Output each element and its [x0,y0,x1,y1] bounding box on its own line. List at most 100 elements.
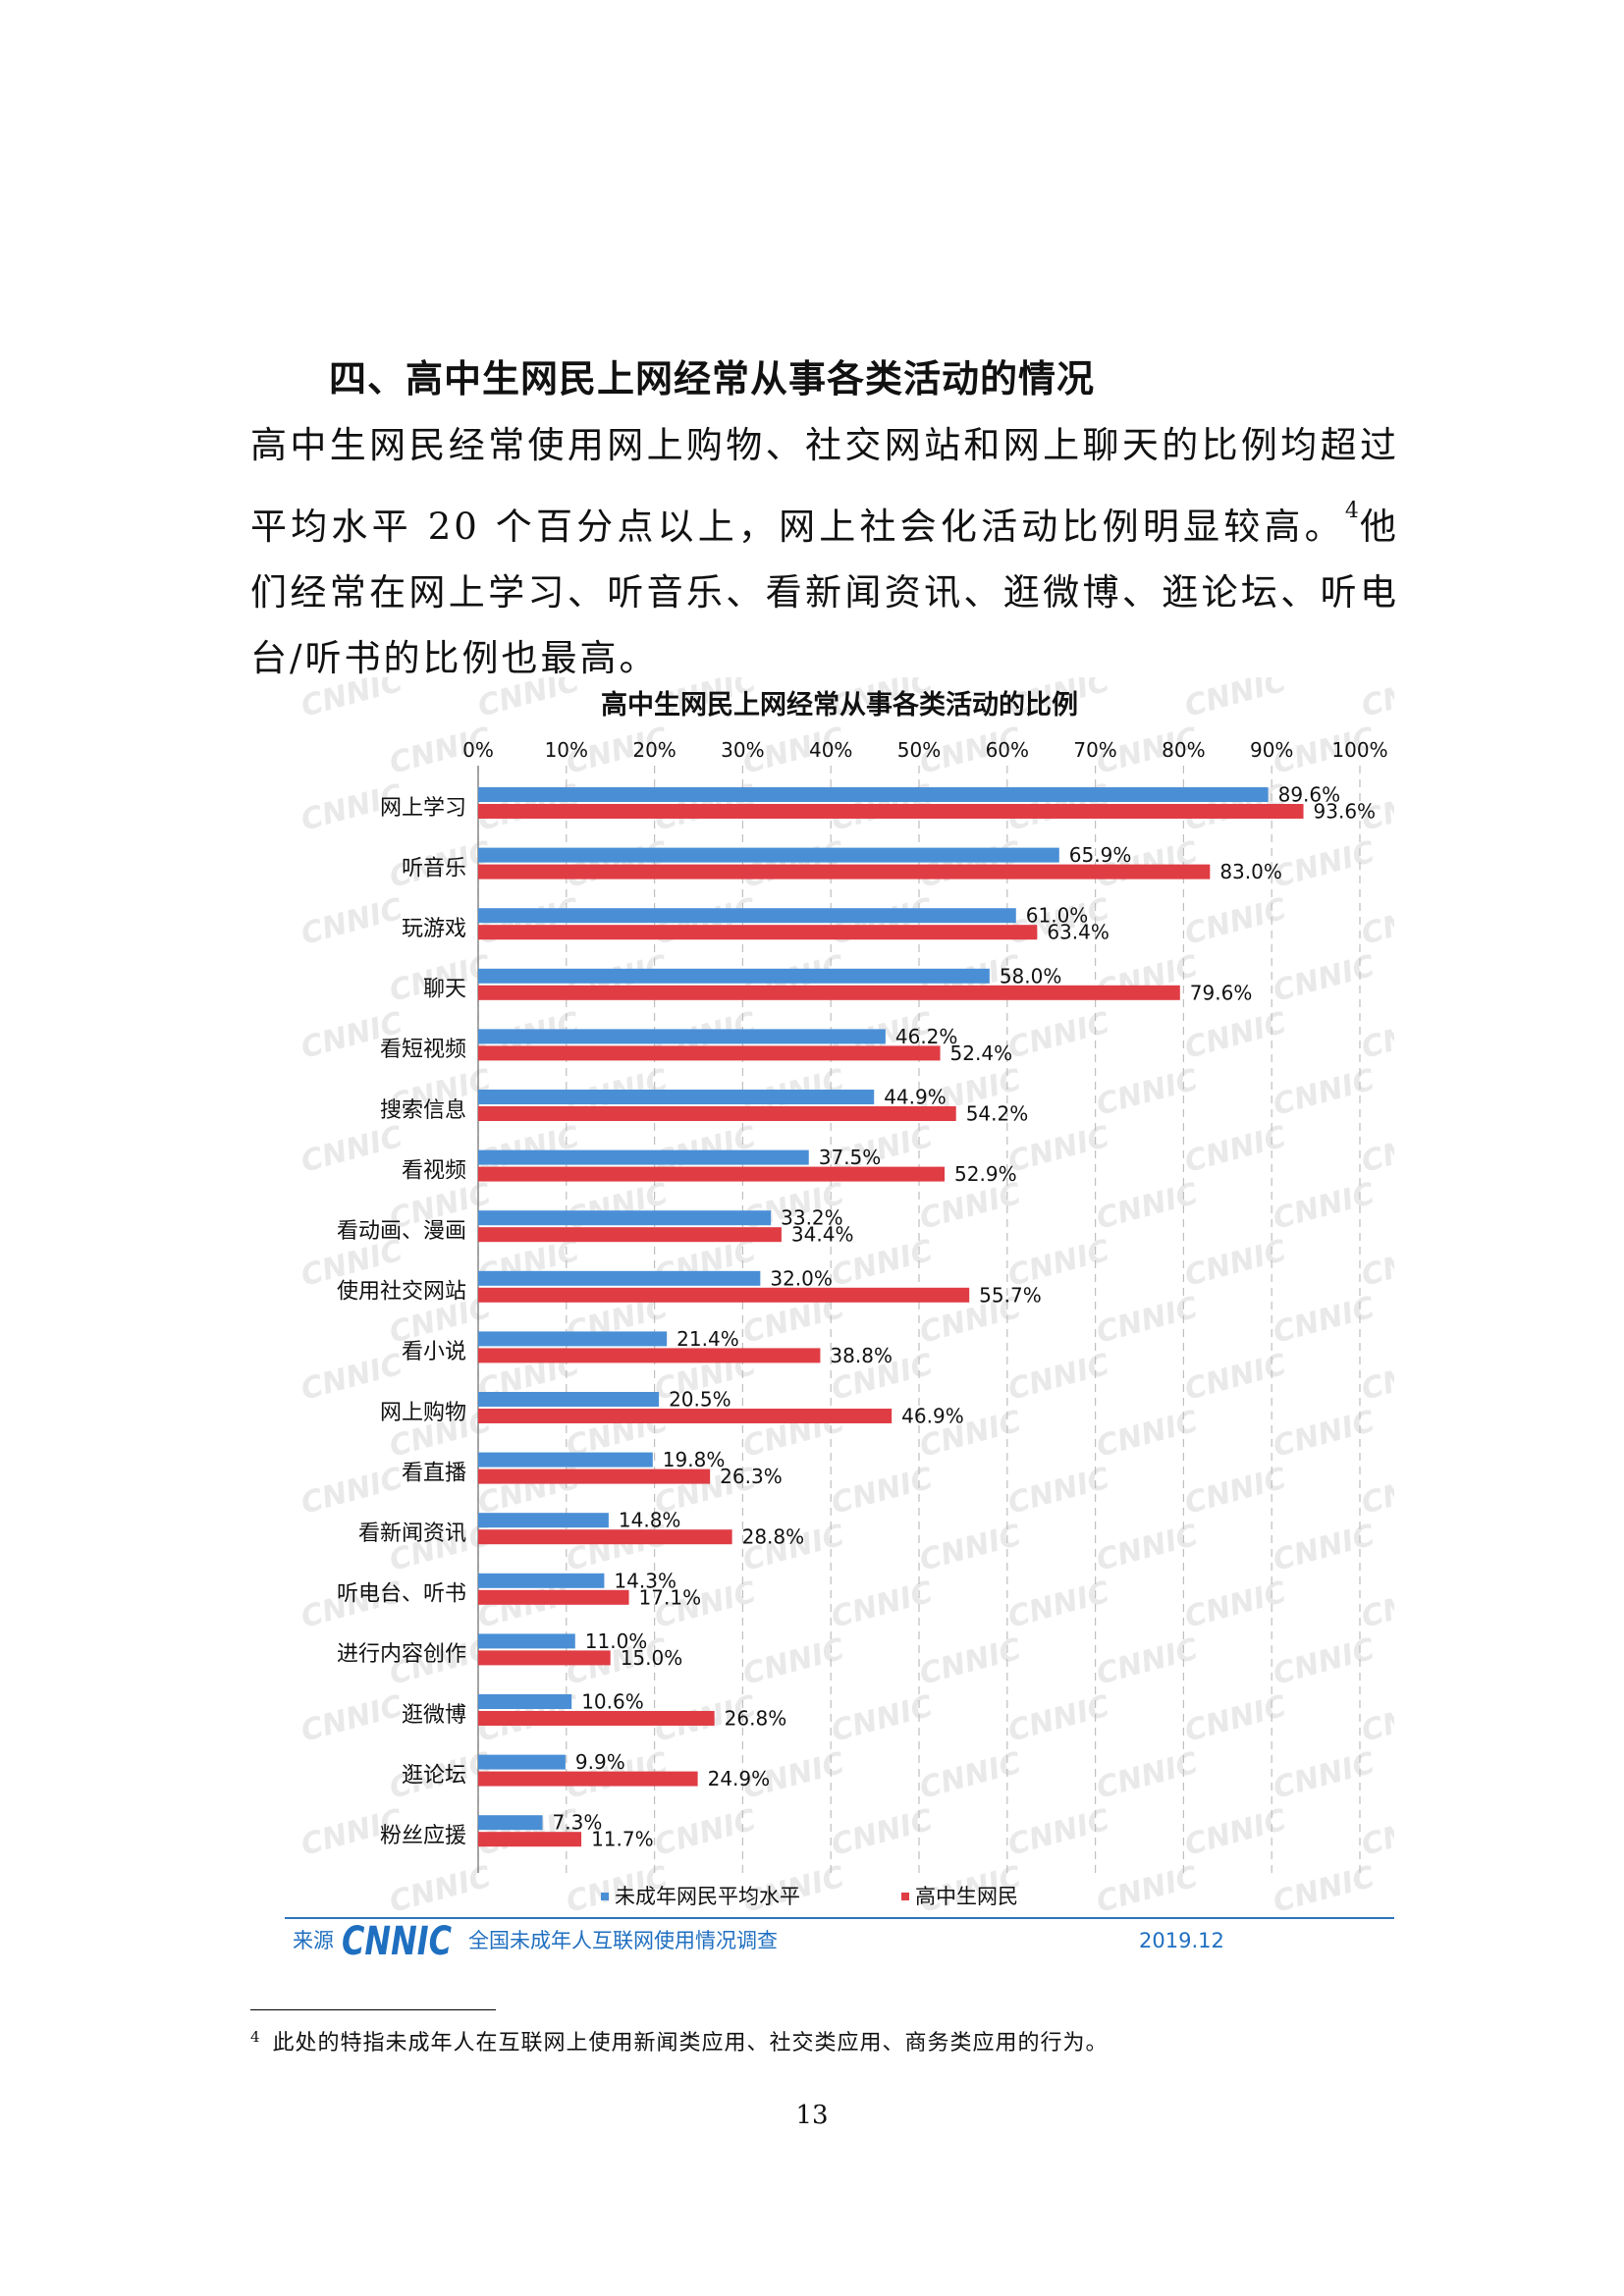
watermark-text: CNNIC [474,677,583,724]
bar-average [478,847,1059,863]
watermark-text: CNNIC [1358,892,1394,952]
x-tick-label: 50% [897,738,941,762]
chart-title: 高中生网民上网经常从事各类活动的比例 [601,689,1078,721]
watermark-text: CNNIC [828,1689,937,1749]
body-paragraph: 高中生网民经常使用网上购物、社交网站和网上聊天的比例均超过平均水平 20 个百分… [250,412,1399,691]
bar-average [478,1573,605,1588]
data-label: 46.9% [901,1405,964,1428]
bar-average [478,1210,772,1226]
grid-layer [477,766,1361,1873]
category-label: 玩游戏 [402,917,466,941]
data-label: 61.0% [1026,904,1089,928]
chart-legend: 未成年网民平均水平 高中生网民 [601,1885,1018,1908]
data-label: 33.2% [781,1206,843,1230]
bar-average [478,1754,566,1770]
legend-swatch-avg [601,1893,609,1900]
bar-highschool [478,804,1304,819]
bar-average [478,1392,660,1407]
watermark-text: CNNIC [298,1120,406,1180]
x-tick-label: 20% [632,738,676,762]
label-layer: 0% 10% 20% 30% 40% 50% 60% 70% 80% 90% 100% 网上学习 89.… [337,738,1388,1851]
data-label: 9.9% [575,1750,625,1774]
data-label: 34.4% [791,1223,854,1247]
footnote-text: 此处的特指未成年人在互联网上使用新闻类应用、社交类应用、商务类应用的行为。 [272,2031,1109,2056]
data-label: 89.6% [1278,783,1341,807]
watermark-text: CNNIC [1093,1860,1202,1920]
bar-highschool [478,1832,582,1847]
watermark-text: CNNIC [298,677,406,724]
watermark-text: CNNIC [1270,1746,1379,1806]
data-label: 17.1% [639,1585,702,1609]
footnote-reference[interactable]: 4 [1344,499,1359,523]
watermark-text: CNNIC [1093,1291,1202,1351]
data-label: 10.6% [581,1690,644,1714]
category-label: 搜索信息 [380,1098,466,1123]
data-label: 79.6% [1190,981,1253,1004]
bar-average [478,1815,543,1831]
watermark-text: CNNIC [1181,1689,1290,1749]
watermark-text: CNNIC [1181,1348,1290,1408]
footnote: 4 此处的特指未成年人在互联网上使用新闻类应用、社交类应用、商务类应用的行为。 [250,2025,1109,2056]
bar-average [478,787,1269,802]
watermark-text: CNNIC [1270,1519,1379,1578]
watermark-text: CNNIC [1358,1575,1394,1635]
page-number: 13 [795,2101,829,2130]
watermark-text: CNNIC [1181,1575,1290,1635]
data-label: 38.8% [830,1344,893,1367]
bar-average [478,1029,886,1044]
watermark-text: CNNIC [298,1689,406,1749]
watermark-text: CNNIC [1004,1006,1113,1066]
watermark-text: CNNIC [298,1462,406,1522]
section-heading: 四、高中生网民上网经常从事各类活动的情况 [329,357,1096,400]
data-label: 65.9% [1069,843,1132,867]
watermark-text: CNNIC [1004,1462,1113,1522]
bar-highschool [478,985,1180,1000]
bar-highschool [478,1348,821,1363]
data-label: 37.5% [819,1146,882,1169]
watermark-text: CNNIC [1004,1575,1113,1635]
bar-chart: CNNIC CNNIC CNNIC CNNIC CNNIC CNNIC CNNICCNNIC… [285,677,1394,1964]
category-label: 使用社交网站 [337,1280,466,1305]
data-label: 14.8% [619,1509,681,1532]
source-label: 来源 [293,1929,334,1952]
watermark-text: CNNIC [1270,1063,1379,1123]
category-label: 看直播 [402,1461,466,1485]
watermark-text: CNNIC [1358,1006,1394,1066]
data-label: 11.0% [585,1629,648,1653]
watermark-text: CNNIC [1093,1519,1202,1578]
watermark-text: CNNIC [828,1462,937,1522]
bar-average [478,968,990,984]
bar-highschool [478,1287,970,1303]
bar-average [478,1694,572,1709]
watermark-text: CNNIC [1270,1291,1379,1351]
bar-highschool [478,1409,893,1423]
category-label: 逛论坛 [402,1763,466,1788]
category-label: 逛微博 [402,1703,466,1728]
watermark-text: CNNIC [1270,835,1379,895]
survey-date: 2019.12 [1139,1929,1224,1952]
bar-average [478,1270,761,1286]
watermark-text: CNNIC [298,892,406,952]
bar-average [478,908,1016,924]
paragraph-text-continued: 他们经常在网上学习、听音乐、看新闻资讯、逛微博、逛论坛、听电台/听书的比例也最高… [250,506,1400,679]
bar-average [478,1633,575,1649]
data-label: 52.4% [950,1041,1013,1065]
category-label: 听电台、听书 [337,1582,466,1607]
data-label: 63.4% [1047,921,1110,944]
x-tick-label: 80% [1162,738,1205,762]
watermark-text: CNNIC [1004,1120,1113,1180]
data-label: 83.0% [1219,860,1282,883]
x-tick-label: 40% [809,738,852,762]
data-label: 19.8% [663,1448,726,1471]
footnote-divider [250,2009,496,2010]
data-label: 26.8% [725,1707,787,1731]
bar-layer [478,787,1304,1847]
chart-container: CNNIC CNNIC CNNIC CNNIC CNNIC CNNIC CNNIC CNNIC… [285,677,1394,1978]
category-label: 看视频 [402,1158,466,1183]
watermark-text: CNNIC [1358,1803,1394,1863]
watermark-text: CNNIC [1358,677,1394,724]
bar-highschool [478,925,1038,940]
bar-average [478,1331,668,1347]
watermark-text: CNNIC [1270,949,1379,1009]
watermark-text: CNNIC [1270,1860,1379,1920]
